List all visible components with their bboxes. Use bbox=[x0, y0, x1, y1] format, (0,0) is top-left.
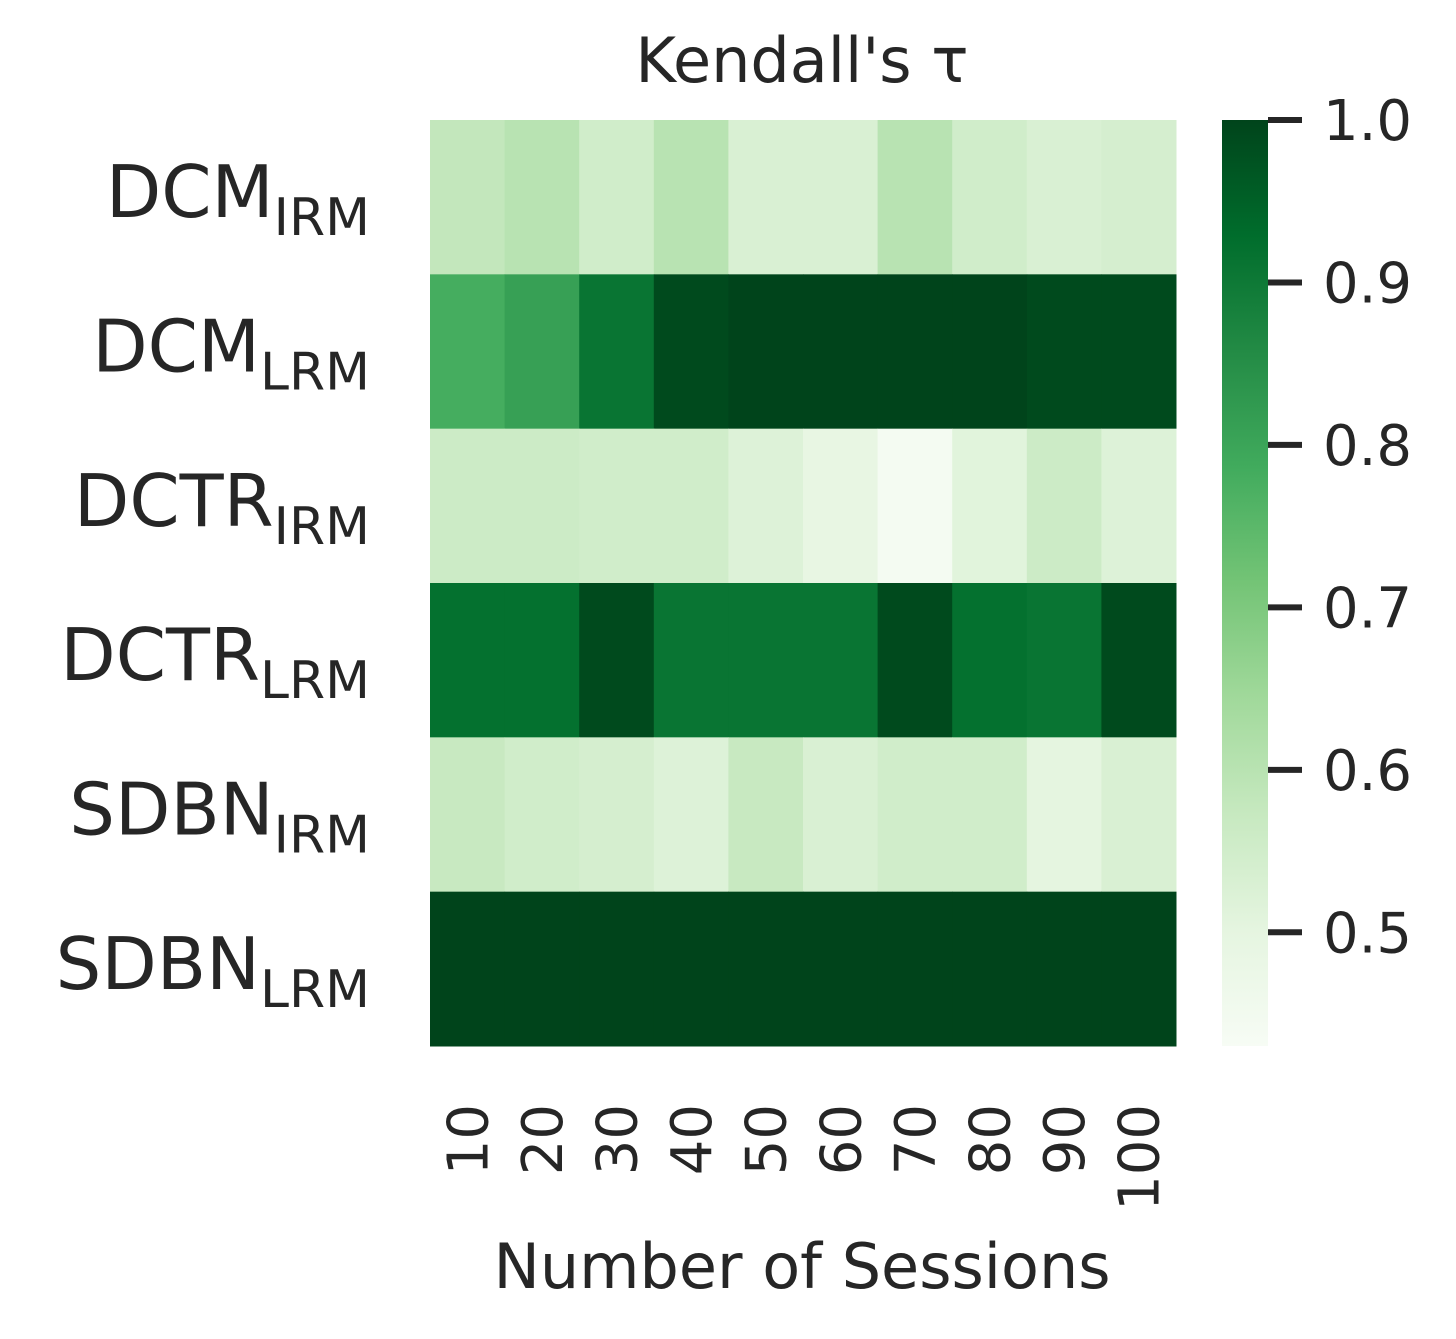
chart-title: Kendall's τ bbox=[635, 24, 968, 97]
heatmap-cell bbox=[579, 428, 655, 584]
heatmap-cell bbox=[504, 737, 580, 893]
heatmap-cell bbox=[803, 120, 879, 275]
heatmap-cell bbox=[1026, 583, 1102, 738]
colorbar-tick-label: 0.9 bbox=[1323, 251, 1412, 316]
heatmap-cell bbox=[1101, 891, 1177, 1047]
heatmap-cell bbox=[504, 891, 580, 1047]
heatmap-cell bbox=[728, 428, 804, 584]
heatmap-cell bbox=[803, 583, 879, 738]
x-tick-label: 50 bbox=[735, 1104, 800, 1175]
colorbar-tick-label: 0.7 bbox=[1323, 576, 1412, 641]
heatmap-cell bbox=[877, 737, 953, 893]
heatmap-cell bbox=[728, 891, 804, 1047]
x-tick-label: 90 bbox=[1033, 1104, 1098, 1175]
x-axis-ticks: 10 20 30 40 50 60 70 80 90 100 bbox=[436, 1104, 1172, 1211]
y-tick-label: SDBNIRM bbox=[69, 768, 370, 866]
x-tick-label: 100 bbox=[1108, 1104, 1173, 1211]
heatmap-cell bbox=[803, 428, 879, 584]
heatmap-cells bbox=[430, 120, 1177, 1047]
heatmap-cell bbox=[579, 274, 655, 430]
heatmap-cell bbox=[653, 583, 729, 738]
heatmap-cell bbox=[877, 274, 953, 430]
heatmap-cell bbox=[877, 120, 953, 275]
heatmap-cell bbox=[430, 891, 506, 1047]
heatmap-cell bbox=[1026, 120, 1102, 275]
heatmap-cell bbox=[728, 583, 804, 738]
heatmap-cell bbox=[728, 120, 804, 275]
heatmap-cell bbox=[728, 737, 804, 893]
heatmap-cell bbox=[430, 737, 506, 893]
heatmap-cell bbox=[1101, 428, 1177, 584]
x-tick-label: 70 bbox=[884, 1104, 949, 1175]
x-tick-label: 40 bbox=[660, 1104, 725, 1175]
heatmap-cell bbox=[430, 274, 506, 430]
heatmap-cell bbox=[952, 428, 1028, 584]
x-tick-label: 80 bbox=[959, 1104, 1024, 1175]
heatmap-cell bbox=[653, 891, 729, 1047]
heatmap-cell bbox=[653, 737, 729, 893]
heatmap-cell bbox=[504, 120, 580, 275]
colorbar bbox=[1222, 120, 1268, 1046]
heatmap-cell bbox=[653, 120, 729, 275]
heatmap-cell bbox=[877, 428, 953, 584]
colorbar-tick-label: 0.6 bbox=[1323, 739, 1412, 804]
x-tick-label: 10 bbox=[436, 1104, 501, 1175]
heatmap-cell bbox=[579, 737, 655, 893]
heatmap-cell bbox=[877, 891, 953, 1047]
heatmap-cell bbox=[1101, 737, 1177, 893]
heatmap-cell bbox=[1026, 428, 1102, 584]
heatmap-cell bbox=[803, 737, 879, 893]
heatmap-cell bbox=[504, 274, 580, 430]
y-tick-label: DCMLRM bbox=[92, 305, 370, 403]
heatmap-cell bbox=[877, 583, 953, 738]
heatmap-cell bbox=[1101, 583, 1177, 738]
heatmap-cell bbox=[1026, 737, 1102, 893]
heatmap-cell bbox=[1101, 120, 1177, 275]
heatmap-cell bbox=[728, 274, 804, 430]
colorbar-tick-label: 1.0 bbox=[1323, 89, 1412, 154]
heatmap-cell bbox=[579, 120, 655, 275]
colorbar-tick-label: 0.5 bbox=[1323, 901, 1412, 966]
heatmap-cell bbox=[1026, 274, 1102, 430]
y-tick-label: DCMIRM bbox=[106, 150, 370, 248]
heatmap-cell bbox=[803, 891, 879, 1047]
x-tick-label: 30 bbox=[586, 1104, 651, 1175]
heatmap-cell bbox=[653, 428, 729, 584]
heatmap-cell bbox=[952, 737, 1028, 893]
x-tick-label: 60 bbox=[809, 1104, 874, 1175]
heatmap-cell bbox=[1101, 274, 1177, 430]
heatmap-cell bbox=[803, 274, 879, 430]
heatmap-cell bbox=[952, 891, 1028, 1047]
heatmap-cell bbox=[430, 583, 506, 738]
colorbar-tick-label: 0.8 bbox=[1323, 414, 1412, 479]
colorbar-ticks: 1.0 0.9 0.8 0.7 0.6 0.5 bbox=[1268, 89, 1412, 966]
heatmap-cell bbox=[579, 891, 655, 1047]
heatmap-cell bbox=[952, 583, 1028, 738]
y-tick-label: DCTRLRM bbox=[60, 613, 370, 711]
heatmap-cell bbox=[504, 583, 580, 738]
heatmap-cell bbox=[579, 583, 655, 738]
heatmap-cell bbox=[430, 428, 506, 584]
heatmap-cell bbox=[653, 274, 729, 430]
y-tick-label: DCTRIRM bbox=[74, 459, 370, 557]
heatmap-cell bbox=[1026, 891, 1102, 1047]
heatmap-cell bbox=[952, 274, 1028, 430]
x-axis-label: Number of Sessions bbox=[493, 1230, 1110, 1303]
heatmap-cell bbox=[430, 120, 506, 275]
y-tick-label: SDBNLRM bbox=[56, 922, 370, 1020]
y-axis-labels: DCMIRM DCMLRM DCTRIRM DCTRLRM SDBNIRM SDBNLRM bbox=[56, 150, 370, 1020]
x-tick-label: 20 bbox=[511, 1104, 576, 1175]
heatmap-cell bbox=[504, 428, 580, 584]
heatmap-cell bbox=[952, 120, 1028, 275]
